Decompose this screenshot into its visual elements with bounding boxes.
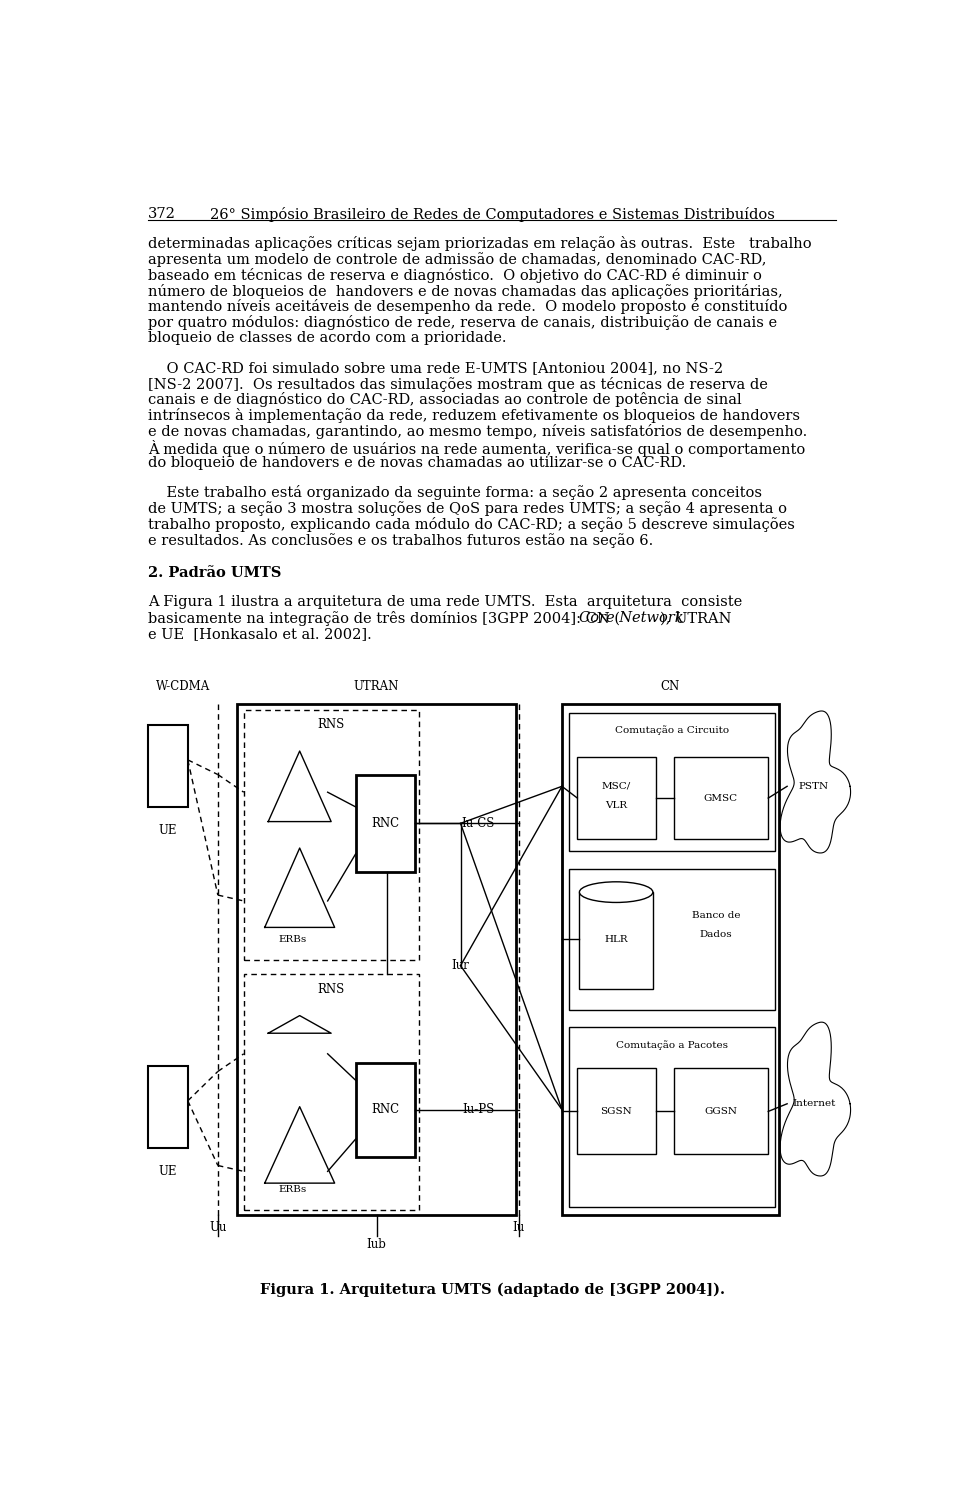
Text: A Figura 1 ilustra a arquitetura de uma rede UMTS.  Esta  arquitetura  consiste: A Figura 1 ilustra a arquitetura de uma … xyxy=(148,596,742,609)
Text: Este trabalho está organizado da seguinte forma: a seção 2 apresenta conceitos: Este trabalho está organizado da seguint… xyxy=(148,486,762,501)
Bar xyxy=(355,1062,415,1156)
Bar xyxy=(569,712,776,851)
Text: Comutação a Circuito: Comutação a Circuito xyxy=(614,726,729,736)
Bar xyxy=(562,703,779,1216)
Text: e resultados. As conclusões e os trabalhos futuros estão na seção 6.: e resultados. As conclusões e os trabalh… xyxy=(148,533,654,548)
Bar xyxy=(577,757,657,839)
Text: GGSN: GGSN xyxy=(705,1107,737,1116)
Text: VLR: VLR xyxy=(606,802,628,811)
Bar xyxy=(244,974,419,1210)
Text: determinadas aplicações críticas sejam priorizadas em relação às outras.  Este  : determinadas aplicações críticas sejam p… xyxy=(148,235,812,252)
Text: Internet: Internet xyxy=(792,1100,835,1109)
Text: UE: UE xyxy=(158,824,177,837)
Text: de UMTS; a seção 3 mostra soluções de QoS para redes UMTS; a seção 4 apresenta o: de UMTS; a seção 3 mostra soluções de Qo… xyxy=(148,501,787,516)
Ellipse shape xyxy=(580,882,653,903)
Text: HLR: HLR xyxy=(605,934,628,943)
Bar xyxy=(355,775,415,872)
Text: À medida que o número de usuários na rede aumenta, verifica-se qual o comportame: À medida que o número de usuários na red… xyxy=(148,440,805,457)
Text: Figura 1. Arquitetura UMTS (adaptado de [3GPP 2004]).: Figura 1. Arquitetura UMTS (adaptado de … xyxy=(259,1283,725,1296)
Bar xyxy=(580,893,653,989)
Text: 372: 372 xyxy=(148,207,176,222)
Text: e UE  [Honkasalo et al. 2002].: e UE [Honkasalo et al. 2002]. xyxy=(148,627,372,641)
Text: Iu: Iu xyxy=(513,1220,525,1234)
Text: ), UTRAN: ), UTRAN xyxy=(660,611,732,626)
Bar xyxy=(244,709,419,960)
Text: ERBs: ERBs xyxy=(278,1185,307,1193)
Bar xyxy=(569,869,776,1010)
Text: baseado em técnicas de reserva e diagnóstico.  O objetivo do CAC-RD é diminuir o: baseado em técnicas de reserva e diagnós… xyxy=(148,268,762,283)
Text: Core Network: Core Network xyxy=(579,611,684,626)
Text: Iur: Iur xyxy=(451,960,469,971)
Text: Dados: Dados xyxy=(700,930,732,939)
Text: canais e de diagnóstico do CAC-RD, associadas ao controle de potência de sinal: canais e de diagnóstico do CAC-RD, assoc… xyxy=(148,392,742,407)
Text: CN: CN xyxy=(660,679,680,693)
Text: RNC: RNC xyxy=(371,1103,399,1116)
Text: MSC/: MSC/ xyxy=(602,782,631,791)
Text: PSTN: PSTN xyxy=(799,782,828,791)
Text: RNS: RNS xyxy=(318,718,345,732)
Bar xyxy=(577,1068,657,1153)
Text: SGSN: SGSN xyxy=(601,1107,633,1116)
Text: ERBs: ERBs xyxy=(278,934,307,943)
Text: Banco de: Banco de xyxy=(691,912,740,921)
Bar xyxy=(569,1027,776,1207)
Text: bloqueio de classes de acordo com a prioridade.: bloqueio de classes de acordo com a prio… xyxy=(148,331,507,346)
Bar xyxy=(674,1068,768,1153)
Text: RNS: RNS xyxy=(318,982,345,995)
Text: apresenta um modelo de controle de admissão de chamadas, denominado CAC-RD,: apresenta um modelo de controle de admis… xyxy=(148,252,767,267)
Text: mantendo níveis aceitáveis de desempenho da rede.  O modelo proposto é constituí: mantendo níveis aceitáveis de desempenho… xyxy=(148,299,787,314)
Text: basicamente na integração de três domínios [3GPP 2004]: CN (: basicamente na integração de três domíni… xyxy=(148,611,620,626)
Text: 2. Padrão UMTS: 2. Padrão UMTS xyxy=(148,566,281,580)
Bar xyxy=(148,1065,188,1147)
Text: W-CDMA: W-CDMA xyxy=(156,679,210,693)
Text: número de bloqueios de  handovers e de novas chamadas das aplicações prioritária: número de bloqueios de handovers e de no… xyxy=(148,283,783,298)
Text: Comutação a Pacotes: Comutação a Pacotes xyxy=(615,1040,728,1050)
Text: intrínsecos à implementação da rede, reduzem efetivamente os bloqueios de handov: intrínsecos à implementação da rede, red… xyxy=(148,408,801,423)
Text: Iu-CS: Iu-CS xyxy=(462,817,494,830)
Text: GMSC: GMSC xyxy=(704,794,737,803)
Text: UE: UE xyxy=(158,1165,177,1179)
Text: 26° Simpósio Brasileiro de Redes de Computadores e Sistemas Distribuídos: 26° Simpósio Brasileiro de Redes de Comp… xyxy=(209,207,775,222)
Text: UTRAN: UTRAN xyxy=(354,679,399,693)
Text: Iub: Iub xyxy=(367,1238,387,1252)
Text: Iu-PS: Iu-PS xyxy=(462,1103,494,1116)
Text: RNC: RNC xyxy=(371,817,399,830)
Text: por quatro módulos: diagnóstico de rede, reserva de canais, distribuição de cana: por quatro módulos: diagnóstico de rede,… xyxy=(148,316,778,331)
Bar xyxy=(237,703,516,1216)
Bar xyxy=(148,724,188,808)
Text: O CAC-RD foi simulado sobre uma rede E-UMTS [Antoniou 2004], no NS-2: O CAC-RD foi simulado sobre uma rede E-U… xyxy=(148,361,724,375)
Text: e de novas chamadas, garantindo, ao mesmo tempo, níveis satisfatórios de desempe: e de novas chamadas, garantindo, ao mesm… xyxy=(148,425,807,440)
Text: Uu: Uu xyxy=(209,1220,227,1234)
Bar xyxy=(674,757,768,839)
Text: [NS-2 2007].  Os resultados das simulações mostram que as técnicas de reserva de: [NS-2 2007]. Os resultados das simulaçõe… xyxy=(148,377,768,392)
Text: do bloqueio de handovers e de novas chamadas ao utilizar-se o CAC-RD.: do bloqueio de handovers e de novas cham… xyxy=(148,456,686,469)
Text: trabalho proposto, explicando cada módulo do CAC-RD; a seção 5 descreve simulaçõ: trabalho proposto, explicando cada módul… xyxy=(148,517,795,532)
